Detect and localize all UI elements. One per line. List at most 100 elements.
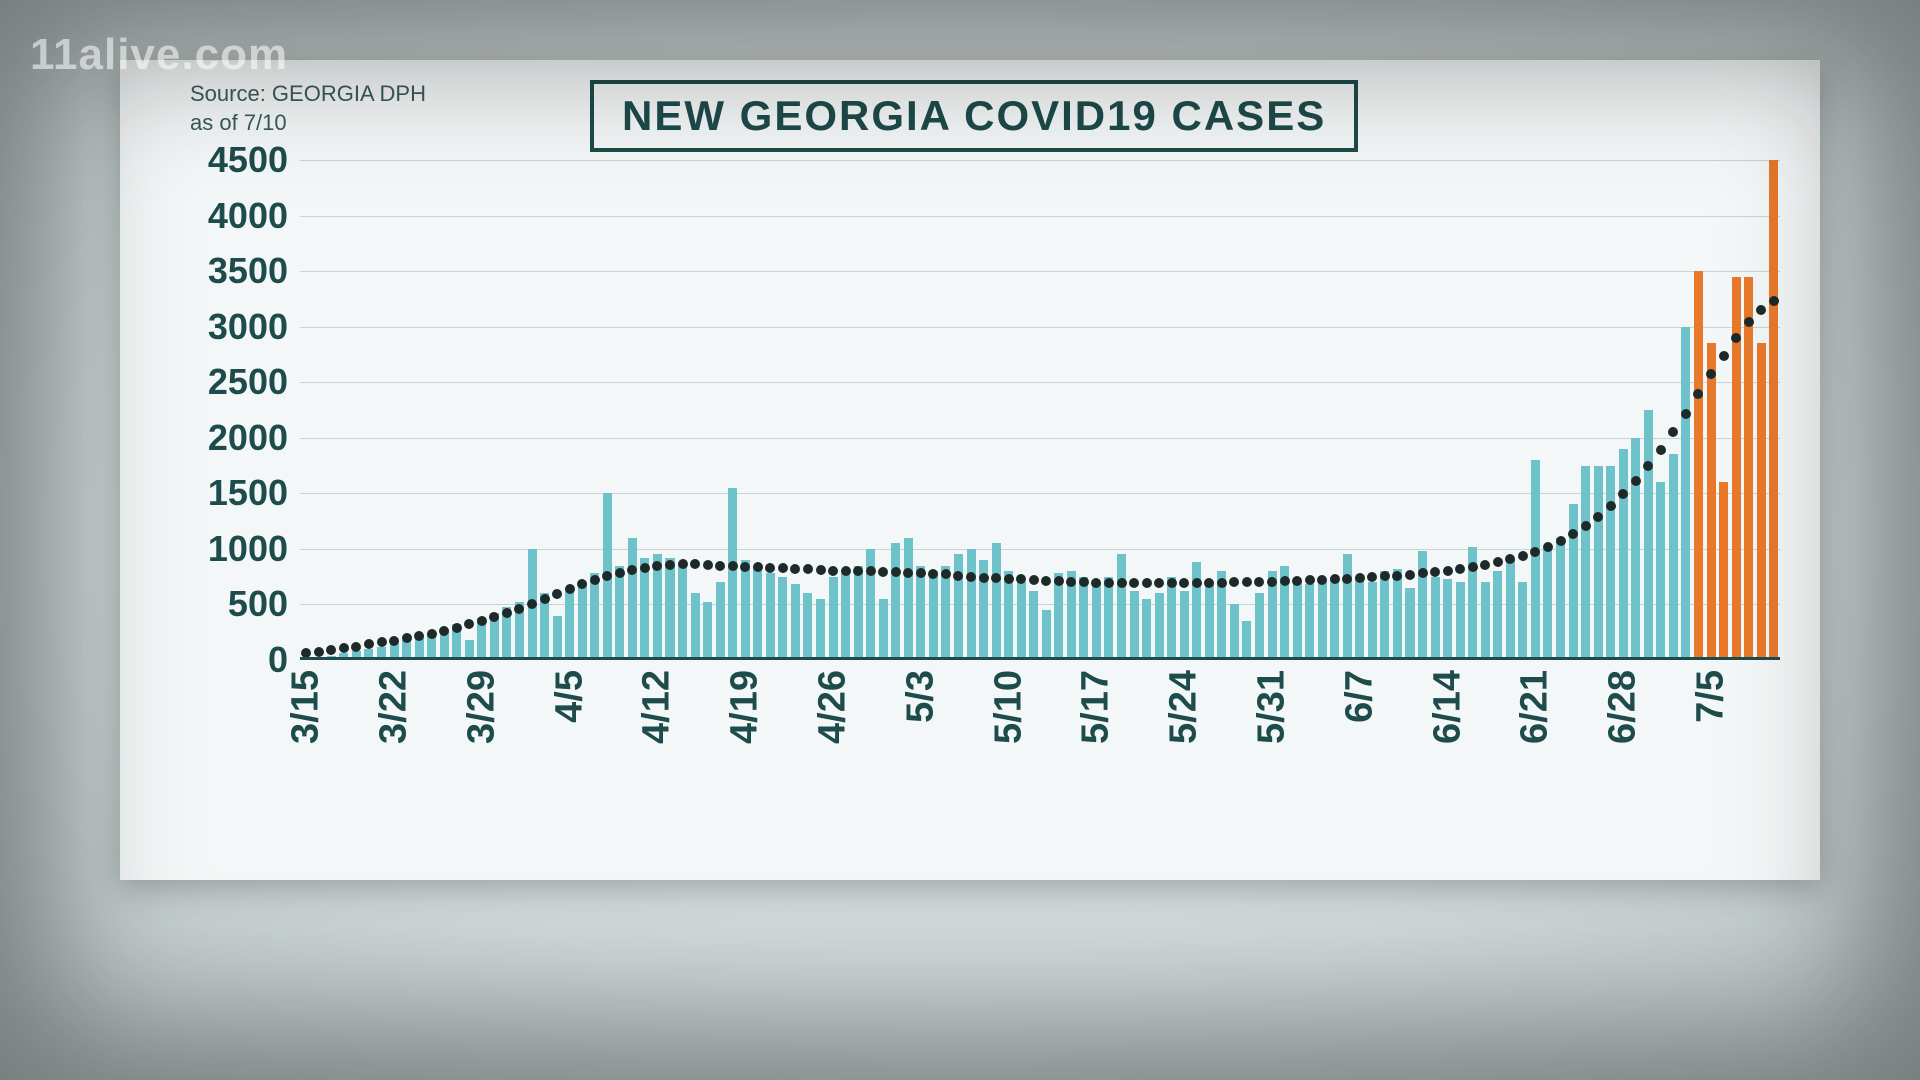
bar [691,593,700,660]
trend-dot [1330,574,1340,584]
trend-dot [1543,542,1553,552]
trend-dot [602,571,612,581]
trend-dot [1317,575,1327,585]
x-labels-layer: 3/153/223/294/54/124/194/265/35/105/175/… [300,670,1780,870]
trend-dot [690,559,700,569]
trend-dot [765,563,775,573]
bar [1242,621,1251,660]
y-tick-label: 4500 [208,139,288,181]
y-tick-label: 3500 [208,250,288,292]
x-tick-label: 6/28 [1602,670,1645,744]
x-tick-label: 3/29 [460,670,503,744]
trend-dot [1367,572,1377,582]
bar [1079,577,1088,660]
bar [716,582,725,660]
trend-dot [615,568,625,578]
trend-dot [326,645,336,655]
y-tick-label: 4000 [208,195,288,237]
bar [1042,610,1051,660]
y-tick-label: 2000 [208,417,288,459]
source-text: Source: GEORGIA DPH as of 7/10 [190,80,426,137]
bar [1029,591,1038,660]
trend-dot [1418,568,1428,578]
bar [1456,582,1465,660]
trend-dot [1342,574,1352,584]
trend-dot [627,565,637,575]
bar [1004,571,1013,660]
trend-dot [351,642,361,652]
trend-dot [1029,575,1039,585]
trend-dot [314,647,324,657]
source-line1: Source: GEORGIA DPH [190,80,426,109]
x-tick-label: 5/24 [1163,670,1206,744]
bar [1431,577,1440,660]
trend-dot [590,575,600,585]
trend-dot [1405,570,1415,580]
trend-dot [1280,576,1290,586]
bar [1631,438,1640,660]
trend-dot [991,573,1001,583]
bar [1719,482,1728,660]
y-tick-label: 3000 [208,306,288,348]
trend-dot [841,566,851,576]
chart-title: NEW GEORGIA COVID19 CASES [590,80,1358,152]
trend-dot [527,599,537,609]
trend-dot [916,568,926,578]
trend-dot [577,579,587,589]
trend-dot [339,643,349,653]
trend-dot [1455,564,1465,574]
y-tick-label: 500 [228,583,288,625]
trend-dot [816,565,826,575]
trend-dot [953,571,963,581]
trend-dot [665,560,675,570]
trend-dot [1505,554,1515,564]
trend-dot [514,604,524,614]
trend-dot [1192,578,1202,588]
bar [1054,573,1063,660]
bar [1343,554,1352,660]
source-line2: as of 7/10 [190,109,426,138]
bar [1694,271,1703,660]
x-tick-label: 5/17 [1075,670,1118,744]
trend-dot [853,566,863,576]
bar [1581,466,1590,660]
bar [766,573,775,660]
bar [941,566,950,660]
x-tick-label: 5/3 [899,670,942,723]
trend-dot [1530,547,1540,557]
bar [678,566,687,660]
bar [741,560,750,660]
bar [1656,482,1665,660]
bar [1155,593,1164,660]
bars-layer [300,160,1780,660]
trend-dot [1041,576,1051,586]
trend-dot [1104,578,1114,588]
trend-dot [389,636,399,646]
trend-dot [640,563,650,573]
x-tick-label: 4/12 [636,670,679,744]
trend-dot [1556,536,1566,546]
trend-dot [1468,562,1478,572]
trend-dot [1142,578,1152,588]
trend-dot [1656,445,1666,455]
trend-dot [565,584,575,594]
y-tick-label: 1500 [208,472,288,514]
bar [1569,504,1578,660]
trend-dot [1355,573,1365,583]
trend-dot [1016,574,1026,584]
x-tick-label: 4/26 [812,670,855,744]
trend-dot [477,616,487,626]
trend-dot [790,564,800,574]
bar [1619,449,1628,660]
trend-dot [1443,566,1453,576]
bar [891,543,900,660]
bar [1543,549,1552,660]
bar [578,582,587,660]
bar [992,543,1001,660]
trend-dot [1204,578,1214,588]
trend-dot [1606,501,1616,511]
bar [1707,343,1716,660]
bar [1757,343,1766,660]
bar [1681,327,1690,660]
bar [1318,582,1327,660]
